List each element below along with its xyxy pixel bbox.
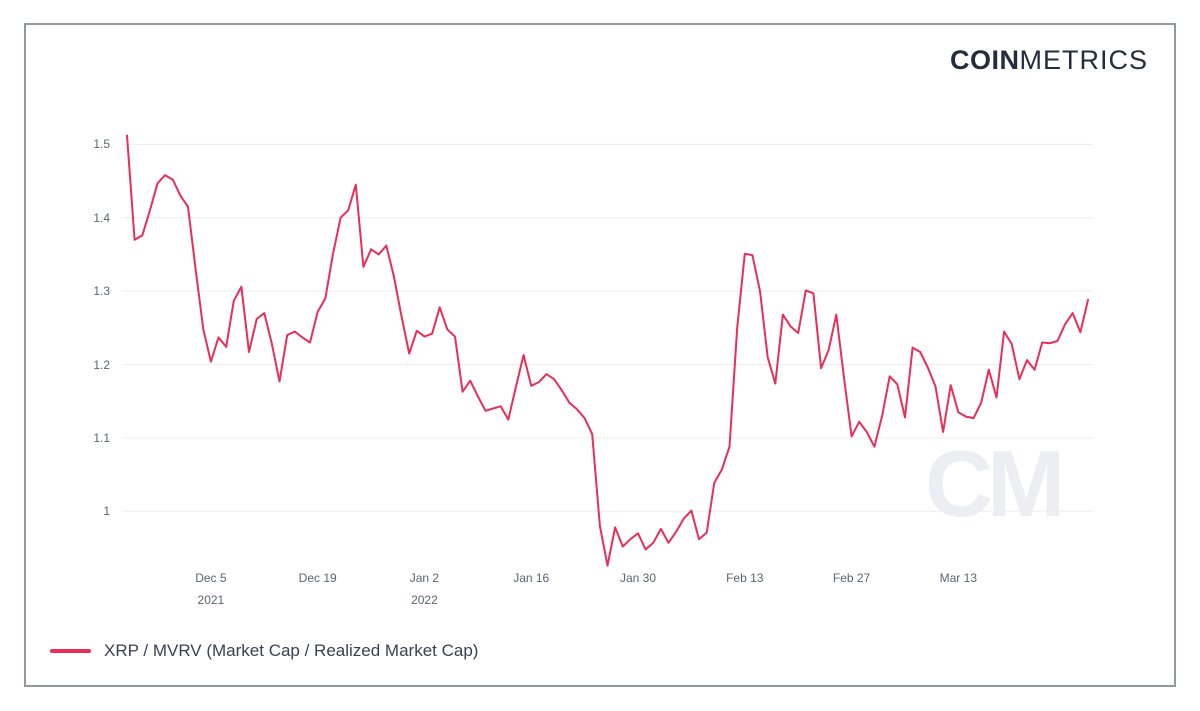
coinmetrics-logo: COINMETRICS	[950, 46, 1148, 74]
y-axis-label: 1.1	[93, 430, 110, 445]
x-axis-label: Jan 2	[409, 571, 440, 585]
logo-coin-text: COIN	[950, 45, 1020, 75]
y-axis-label: 1.5	[93, 137, 110, 152]
y-axis-label: 1.3	[93, 284, 110, 299]
y-axis-label: 1.4	[93, 210, 110, 225]
x-axis-label: Feb 27	[832, 571, 871, 585]
x-axis-label: Dec 5	[195, 571, 227, 585]
x-axis-label: Jan 16	[513, 571, 550, 585]
legend-item-xrp-mvrv[interactable]: XRP / MVRV (Market Cap / Realized Market…	[50, 641, 478, 661]
y-axis-label: 1	[103, 504, 110, 519]
x-axis-year-label: 2021	[197, 593, 225, 607]
x-axis-label: Feb 13	[726, 571, 764, 585]
series-line-xrp-mvrv[interactable]	[126, 134, 1089, 567]
logo-metrics-text: METRICS	[1019, 45, 1148, 75]
y-axis-label: 1.2	[93, 357, 110, 372]
x-axis-year-label: 2022	[411, 593, 438, 607]
x-axis-label: Mar 13	[939, 571, 977, 585]
legend-line-swatch	[50, 649, 91, 653]
x-axis-label: Jan 30	[619, 571, 657, 585]
x-axis-label: Dec 19	[298, 571, 337, 585]
legend-label: XRP / MVRV (Market Cap / Realized Market…	[104, 641, 479, 660]
